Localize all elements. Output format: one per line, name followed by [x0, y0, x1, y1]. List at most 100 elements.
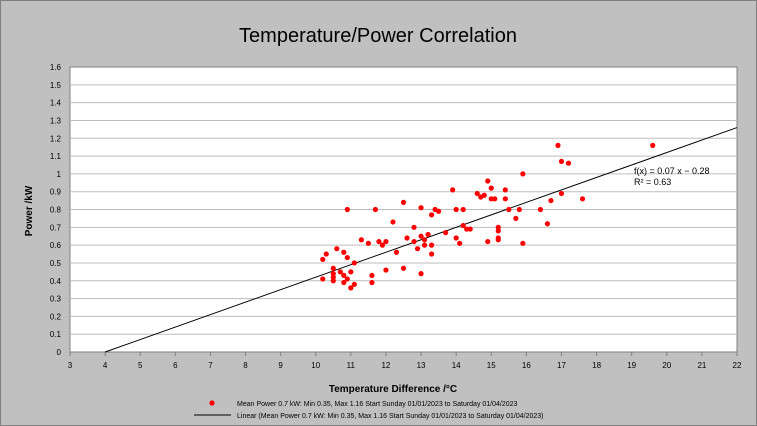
x-tick-label: 9 — [278, 361, 283, 370]
data-point — [390, 219, 396, 225]
data-point — [372, 206, 379, 213]
data-point — [369, 279, 375, 286]
data-point — [453, 235, 459, 241]
x-axis-label: Temperature Difference /°C — [329, 384, 457, 395]
data-point — [400, 265, 407, 271]
data-point — [337, 269, 343, 275]
data-point — [436, 208, 442, 214]
data-point — [520, 240, 526, 246]
x-tick-label: 18 — [592, 361, 601, 370]
data-point — [555, 142, 561, 148]
data-point — [502, 196, 508, 202]
data-point — [425, 231, 431, 238]
data-point — [418, 271, 424, 277]
data-point — [485, 178, 491, 184]
chart-title: Temperature/Power Correlation — [239, 25, 517, 47]
x-tick-label: 8 — [243, 361, 248, 370]
data-point — [558, 190, 565, 197]
data-point — [341, 279, 347, 286]
trendline-r-squared: R² = 0.63 — [634, 177, 671, 187]
x-tick-label: 7 — [208, 361, 213, 370]
data-point — [467, 226, 473, 232]
data-point — [351, 260, 357, 266]
x-tick-label: 11 — [347, 361, 356, 370]
data-point — [418, 205, 424, 211]
data-point — [411, 238, 417, 245]
data-point — [341, 249, 347, 255]
data-point — [418, 233, 424, 239]
y-tick-label: 1.5 — [50, 81, 62, 90]
data-point — [650, 142, 656, 148]
data-point — [344, 276, 350, 282]
data-point — [348, 269, 354, 275]
data-point — [481, 192, 487, 198]
x-tick-label: 4 — [103, 361, 108, 370]
y-tick-label: 1.3 — [50, 116, 62, 125]
x-tick-label: 6 — [173, 361, 178, 370]
data-point — [485, 238, 491, 245]
y-tick-label: 0.1 — [50, 330, 62, 339]
x-tick-label: 17 — [557, 361, 566, 370]
data-point — [421, 237, 428, 243]
y-tick-label: 0.8 — [50, 206, 62, 215]
data-point — [414, 246, 421, 252]
data-point — [516, 206, 522, 213]
x-tick-label: 21 — [697, 361, 706, 370]
data-points — [320, 142, 656, 291]
trendline-equation: f(x) = 0.07 x − 0.28 — [634, 166, 710, 176]
x-tick-label: 12 — [381, 361, 390, 370]
data-point — [330, 271, 336, 277]
data-point — [383, 238, 389, 245]
data-point — [411, 224, 417, 230]
data-point — [428, 251, 435, 257]
data-point — [330, 278, 336, 284]
x-tick-label: 5 — [138, 361, 143, 370]
data-point — [544, 221, 551, 227]
legend-label-line: Linear (Mean Power 0.7 kW: Min 0.35, Max… — [237, 413, 544, 420]
x-tick-label: 13 — [417, 361, 426, 370]
data-point — [565, 160, 572, 166]
y-tick-label: 0.3 — [50, 295, 62, 304]
data-point — [421, 242, 428, 248]
data-point — [351, 281, 357, 287]
data-point — [520, 171, 526, 177]
tick-labels: 0 0.1 0.2 0.3 0.4 0.5 0.6 0.7 0.8 0.9 1 1.1 1.2 1.3 1.… — [50, 63, 742, 370]
data-point — [460, 222, 466, 229]
data-point — [495, 237, 501, 243]
data-point — [379, 242, 386, 248]
legend-label-scatter: Mean Power 0.7 kW: Min 0.35, Max 1.16 St… — [237, 401, 518, 408]
data-point — [450, 187, 456, 193]
data-point — [474, 190, 480, 197]
data-point — [323, 251, 329, 257]
data-point — [513, 215, 519, 222]
data-point — [383, 267, 389, 273]
y-tick-label: 1.1 — [50, 152, 62, 161]
data-point — [348, 285, 354, 291]
trendline-layer — [104, 127, 738, 353]
y-tick-label: 1.4 — [50, 99, 62, 108]
y-tick-label: 0 — [57, 348, 62, 357]
data-point — [460, 206, 466, 213]
data-point — [558, 158, 565, 165]
data-point — [334, 246, 340, 252]
data-point — [502, 187, 508, 193]
data-point — [404, 235, 410, 241]
y-tick-label: 0.2 — [50, 312, 62, 321]
x-tick-label: 10 — [311, 361, 320, 370]
data-point — [495, 228, 501, 234]
x-tick-label: 3 — [68, 361, 73, 370]
data-point — [453, 206, 459, 213]
data-point — [330, 265, 336, 271]
x-tick-label: 20 — [662, 361, 671, 370]
gridlines — [70, 84, 737, 335]
data-point — [369, 272, 375, 279]
data-point — [537, 206, 544, 213]
data-point — [344, 254, 350, 261]
data-point — [506, 206, 512, 213]
x-tick-label: 16 — [522, 361, 531, 370]
y-axis-label: Power /kW — [24, 185, 35, 236]
y-tick-label: 1.2 — [50, 134, 62, 143]
data-point — [495, 224, 501, 230]
